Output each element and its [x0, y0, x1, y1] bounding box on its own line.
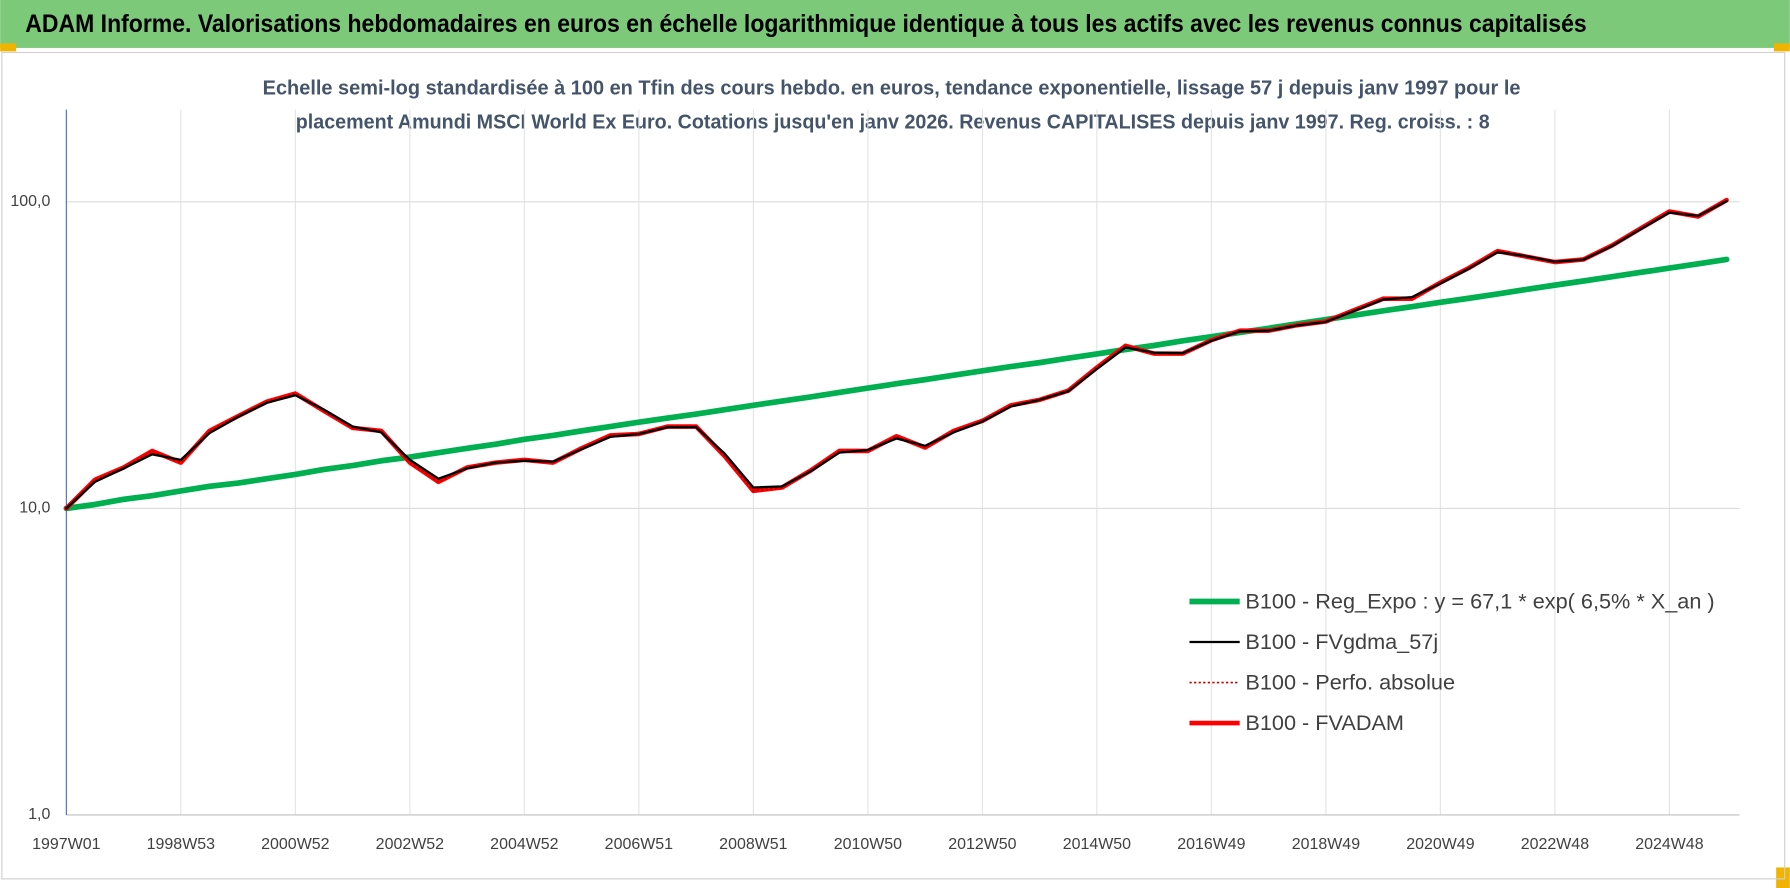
header-band — [0, 0, 1790, 48]
x-tick-label: 2024W48 — [1635, 836, 1703, 853]
legend-label: B100 - Reg_Expo : y = 67,1 * exp( 6,5% *… — [1245, 588, 1714, 613]
x-tick-label: 2002W52 — [376, 836, 444, 853]
grid: 1997W01 1998W53 2000W52 2002W52 2004W52 2006W… — [10, 109, 1740, 853]
plot-area — [63, 197, 1730, 512]
x-tick-label: 1997W01 — [32, 836, 100, 853]
x-tick-label: 2016W49 — [1177, 836, 1245, 853]
corner-mark — [1773, 43, 1790, 52]
legend: B100 - Reg_Expo : y = 67,1 * exp( 6,5% *… — [1189, 588, 1715, 735]
legend-label: B100 - FVADAM — [1245, 710, 1404, 735]
x-tick-label: 1998W53 — [147, 836, 215, 853]
x-tick-label: 2004W52 — [490, 836, 558, 853]
y-tick-label: 1,0 — [28, 806, 50, 823]
x-tick-label: 2006W51 — [605, 836, 673, 853]
x-tick-label: 2022W48 — [1521, 836, 1589, 853]
series-line — [65, 200, 1728, 510]
page-title: ADAM Informe. Valorisations hebdomadaire… — [25, 10, 1586, 38]
x-tick-label: 2000W52 — [261, 836, 329, 853]
x-tick-label: 2012W50 — [948, 836, 1016, 853]
y-tick-label: 10,0 — [19, 500, 50, 517]
x-tick-label: 2010W50 — [834, 836, 902, 853]
corner-mark — [0, 43, 17, 52]
chart-subtitle: Echelle semi-log standardisée à 100 en T… — [263, 76, 1521, 99]
corner-mark — [1776, 867, 1790, 888]
series-line — [63, 256, 1730, 512]
x-tick-label: 2014W50 — [1063, 836, 1131, 853]
chart-subtitle: placement Amundi MSCI World Ex Euro. Cot… — [296, 111, 1490, 134]
chart-border — [1, 51, 1786, 880]
y-tick-label: 100,0 — [10, 193, 50, 210]
legend-label: B100 - Perfo. absolue — [1245, 669, 1455, 694]
x-tick-label: 2020W49 — [1406, 836, 1474, 853]
x-tick-label: 2008W51 — [719, 836, 787, 853]
x-tick-label: 2018W49 — [1292, 836, 1360, 853]
legend-label: B100 - FVgdma_57j — [1245, 629, 1438, 654]
